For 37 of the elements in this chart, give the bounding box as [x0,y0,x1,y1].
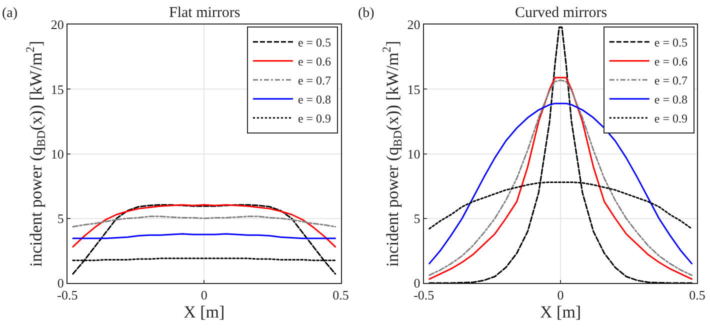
legend-label: e = 0.9 [298,112,332,126]
legend-label: e = 0.5 [298,36,332,50]
x-tick-label: -0.5 [414,288,434,303]
x-tick-label: -0.5 [57,288,78,303]
y-tick-label: 5 [414,210,420,226]
legend-label: e = 0.9 [654,112,688,126]
chart-title: Curved mirrors [515,5,608,21]
text: (a) [2,6,18,21]
y-tick-label: 5 [57,210,64,226]
y-tick-label: 10 [407,146,420,162]
chart-title: Flat mirrors [169,5,240,21]
legend-label: e = 0.8 [654,92,688,106]
line-series [428,102,692,264]
x-tick-label: 0 [557,288,564,303]
y-tick-label: 20 [407,17,420,32]
text: (b) [358,6,375,21]
y-tick-label: 0 [57,275,64,290]
x-axis-title: X [m] [540,302,582,322]
line-series [72,204,336,248]
legend-label: e = 0.6 [654,54,688,68]
x-tick-label: 0.5 [689,288,706,303]
line-series [72,216,336,228]
y-tick-label: 15 [407,82,420,97]
line-series [428,26,692,283]
x-tick-label: 0 [200,288,208,303]
legend-label: e = 0.5 [654,36,688,50]
x-tick-label: 0.5 [332,288,349,303]
legend-label: e = 0.7 [654,74,688,88]
y-tick-label: 0 [414,275,420,290]
y-tick-label: 10 [50,146,64,162]
y-tick-label: 15 [50,82,64,97]
legend-label: e = 0.6 [298,54,332,68]
legend-label: e = 0.8 [298,92,332,106]
legend-label: e = 0.7 [298,74,332,88]
line-series [72,204,336,275]
y-tick-label: 20 [50,17,64,32]
x-axis-title: X [m] [184,302,225,322]
